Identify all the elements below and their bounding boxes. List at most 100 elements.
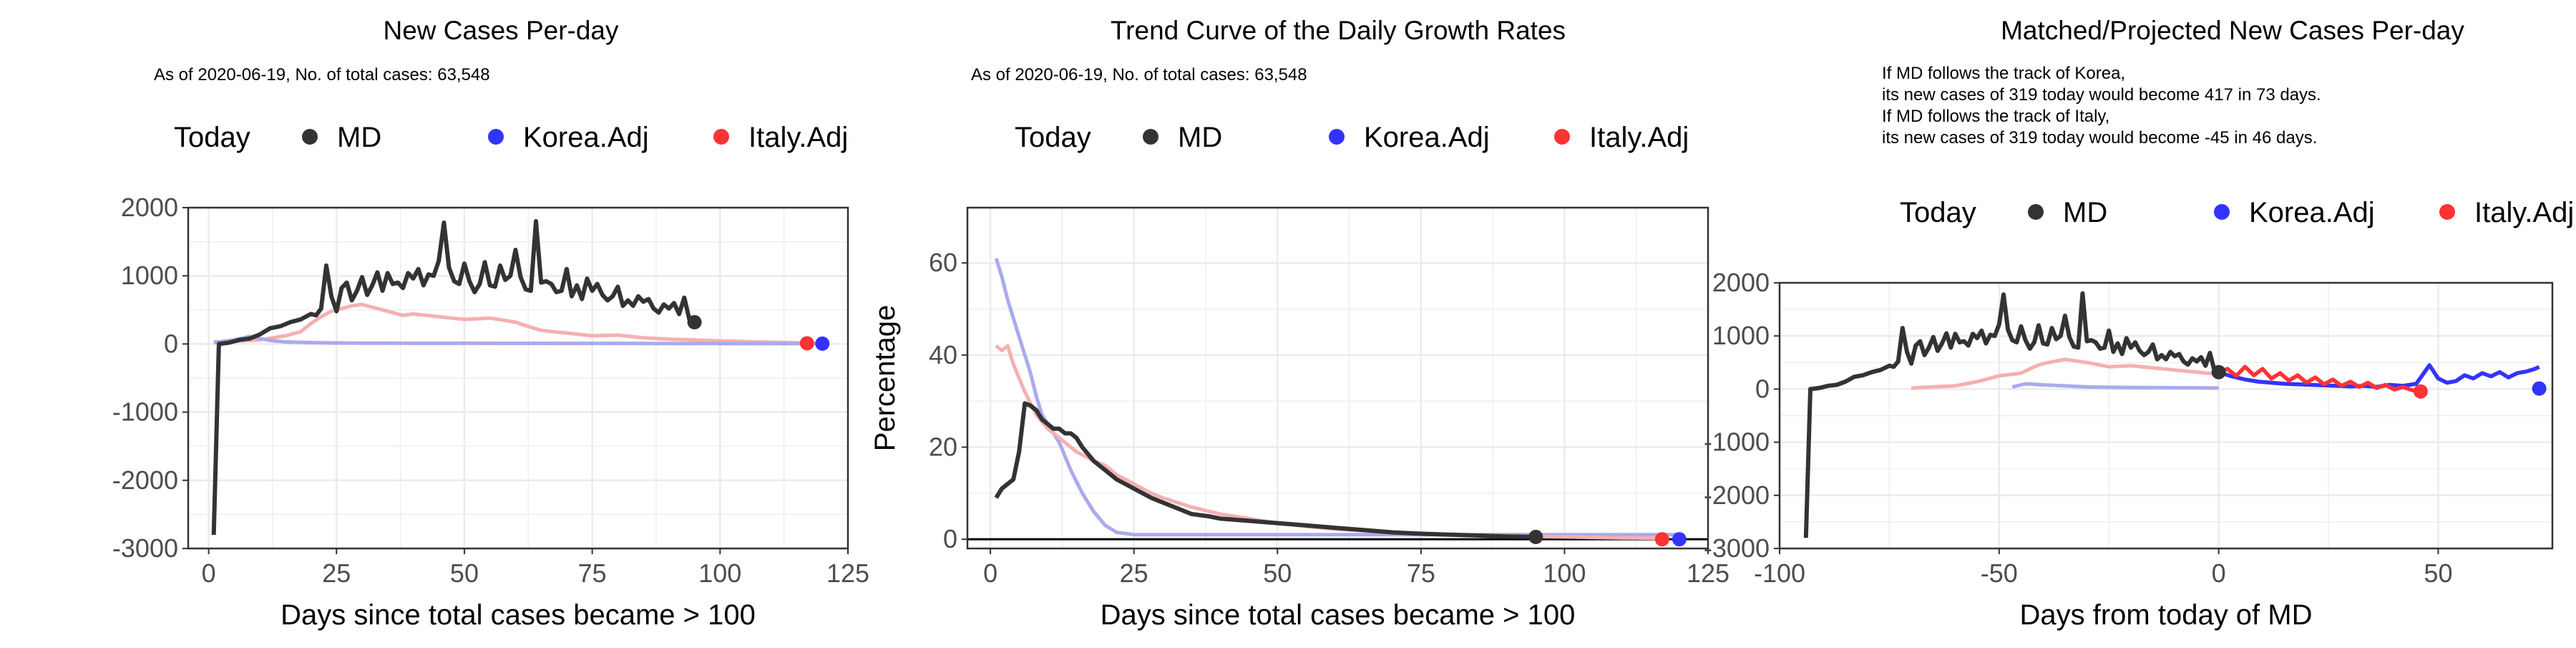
x-tick-label: 100 — [1543, 558, 1586, 588]
legend-label: Korea.Adj — [2249, 197, 2375, 228]
x-tick-label: 0 — [2212, 558, 2226, 588]
series-line-italy-adj-historical — [1911, 357, 2219, 390]
legend-label: MD — [337, 122, 381, 153]
x-tick-label: 125 — [1687, 558, 1729, 588]
legend-title: Today — [1900, 197, 1976, 228]
legend-key — [488, 129, 504, 145]
y-tick-label: 2000 — [1712, 268, 1770, 297]
y-tick-label: -1000 — [112, 397, 178, 427]
series-line-md — [1803, 291, 2220, 538]
legend-label: MD — [1178, 122, 1222, 153]
y-tick-label: -2000 — [112, 465, 178, 495]
legend-key — [2028, 204, 2044, 220]
legend-title: Today — [1015, 122, 1091, 153]
y-tick-label: 2000 — [121, 193, 178, 222]
series-line-italy-adj-projected — [2218, 364, 2421, 394]
panel-2: Trend Curve of the Daily Growth Rates As … — [869, 16, 1729, 631]
y-axis-label: Percentage — [869, 305, 901, 452]
legend-key — [1329, 129, 1345, 145]
y-tick-label: 20 — [929, 432, 957, 461]
series-group — [1803, 291, 2540, 538]
legend-label: Korea.Adj — [523, 122, 649, 153]
plot-background — [967, 208, 1708, 548]
x-tick-label: 100 — [698, 558, 741, 588]
legend-label: MD — [2063, 197, 2107, 228]
panel-1: New Cases Per-day As of 2020-06-19, No. o… — [112, 16, 869, 631]
series-group — [994, 258, 1679, 541]
x-tick-label: 0 — [202, 558, 216, 588]
x-tick-label: 50 — [1263, 558, 1292, 588]
legend-key — [1143, 129, 1158, 145]
x-axis-label: Days since total cases became > 100 — [280, 599, 756, 631]
legend: Today MD Korea.Adj Italy.Adj — [1900, 197, 2574, 228]
x-tick-label: 25 — [1120, 558, 1148, 588]
plot-frame — [1778, 281, 2554, 550]
today-point-italy-adj — [2413, 384, 2428, 399]
today-point-md — [1528, 529, 1543, 544]
series-line-korea-adj-historical — [994, 258, 1679, 537]
series-line-italy-adj-historical — [213, 302, 807, 345]
y-tick-label: -1000 — [1704, 427, 1770, 457]
x-tick-label: 75 — [1407, 558, 1435, 588]
legend-label: Italy.Adj — [2474, 197, 2574, 228]
legend-label: Italy.Adj — [748, 122, 848, 153]
y-tick-label: 0 — [943, 524, 957, 553]
today-point-md — [2211, 364, 2226, 379]
chart-subtitle-line: its new cases of 319 today would become … — [1882, 85, 2321, 105]
chart-subtitle-line: As of 2020-06-19, No. of total cases: 63… — [971, 65, 1307, 84]
legend-key — [2439, 204, 2455, 220]
x-tick-label: 50 — [2424, 558, 2452, 588]
today-point-korea-adj — [2532, 381, 2547, 396]
x-tick-label: 125 — [826, 558, 869, 588]
series-line-korea-adj-historical — [213, 334, 823, 346]
legend-key — [1554, 129, 1570, 145]
y-tick-label: 1000 — [1712, 321, 1770, 350]
axes: 0 25 50 75 100 125 -3000 -2000 -1000 0 1000 2000 Day… — [112, 193, 869, 631]
x-axis-label: Days from today of MD — [2019, 599, 2312, 631]
series-line-md — [211, 219, 696, 536]
chart-subtitle-line: its new cases of 319 today would become … — [1882, 128, 2317, 148]
chart-title: Trend Curve of the Daily Growth Rates — [1111, 16, 1566, 45]
x-tick-label: 0 — [983, 558, 997, 588]
axes: -100 -50 0 50 -3000 -2000 -1000 0 1000 2000 Days f… — [1704, 268, 2453, 631]
y-tick-label: 0 — [1755, 374, 1770, 403]
y-tick-label: 60 — [929, 248, 957, 277]
y-tick-label: -2000 — [1704, 480, 1770, 510]
y-tick-label: 0 — [164, 329, 178, 358]
chart-title: New Cases Per-day — [383, 16, 619, 45]
legend-key — [713, 129, 729, 145]
x-tick-label: 50 — [450, 558, 479, 588]
panel-3: Matched/Projected New Cases Per-day If MD… — [1704, 16, 2574, 631]
legend-label: Italy.Adj — [1589, 122, 1689, 153]
legend-title: Today — [174, 122, 250, 153]
today-point-md — [687, 315, 702, 330]
y-tick-label: 40 — [929, 340, 957, 369]
legend-key — [2214, 204, 2230, 220]
axes: 0 25 50 75 100 125 0 20 40 60 Days since total cas… — [869, 248, 1729, 631]
x-tick-label: -50 — [1981, 558, 2018, 588]
series-line-korea-adj-projected — [2218, 363, 2540, 390]
legend-key — [302, 129, 318, 145]
x-axis-label: Days since total cases became > 100 — [1101, 599, 1576, 631]
chart-subtitle-line: If MD follows the track of Italy, — [1882, 107, 2109, 126]
series-group — [211, 219, 823, 536]
plot-frame — [966, 206, 1709, 550]
series-line-md — [994, 401, 1536, 539]
chart-subtitle-line: If MD follows the track of Korea, — [1882, 64, 2125, 83]
today-point-italy-adj — [1654, 532, 1669, 547]
x-tick-label: 25 — [322, 558, 351, 588]
legend: Today MD Korea.Adj Italy.Adj — [1015, 122, 1689, 153]
x-tick-label: 75 — [578, 558, 607, 588]
legend: Today MD Korea.Adj Italy.Adj — [174, 122, 848, 153]
chart-title: Matched/Projected New Cases Per-day — [2001, 16, 2464, 45]
today-point-italy-adj — [799, 336, 814, 351]
today-point-korea-adj — [815, 336, 830, 351]
plot-frame — [187, 206, 849, 550]
chart-subtitle-line: As of 2020-06-19, No. of total cases: 63… — [154, 65, 490, 84]
series-line-korea-adj-historical — [2011, 382, 2219, 390]
y-tick-label: -3000 — [112, 533, 178, 563]
y-tick-label: -3000 — [1704, 533, 1770, 563]
x-tick-label: -100 — [1754, 558, 1805, 588]
